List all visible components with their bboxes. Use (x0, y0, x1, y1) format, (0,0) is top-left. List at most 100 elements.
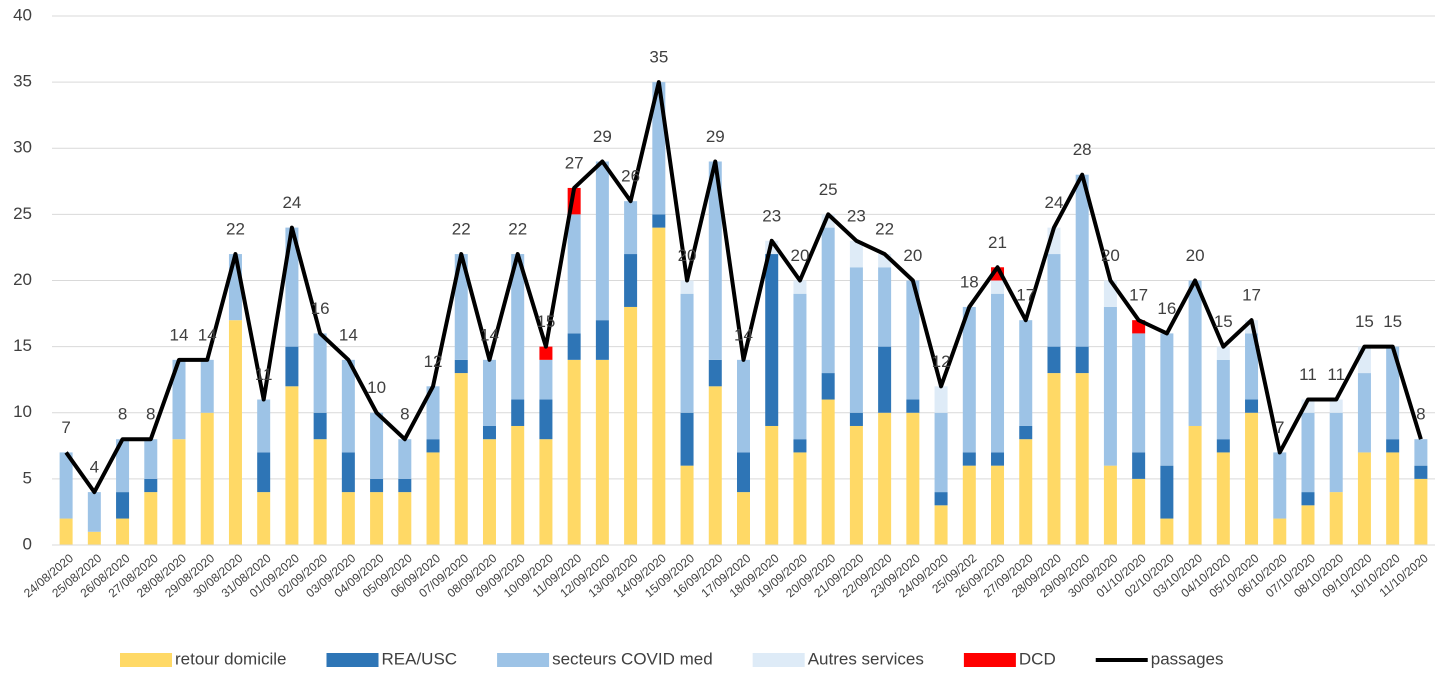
bar-segment (793, 439, 807, 453)
data-label: 25 (819, 180, 838, 199)
data-label: 22 (508, 220, 527, 239)
bar-segment (991, 465, 1005, 545)
bar-segment (313, 412, 327, 440)
bar-segment (1188, 280, 1202, 426)
bar-segment (962, 452, 976, 466)
y-tick-label: 20 (13, 270, 32, 289)
bar-segment (765, 425, 779, 545)
data-label: 11 (1327, 365, 1345, 384)
bar-segment (228, 320, 242, 545)
bar-segment (567, 359, 581, 545)
bar-segment (1414, 478, 1428, 545)
bar-segment (454, 373, 468, 545)
bar-segment (1414, 465, 1428, 479)
bar-segment (821, 399, 835, 545)
data-label: 8 (400, 405, 409, 424)
bar-segment (652, 227, 666, 545)
bar-segment (341, 492, 355, 545)
bar-segment (1075, 346, 1089, 374)
bar-segment (1047, 254, 1061, 347)
data-label: 15 (1383, 312, 1402, 331)
data-label: 18 (960, 272, 979, 291)
bar-segment (1132, 452, 1146, 479)
bar-segment (1301, 505, 1315, 545)
bar-segment (680, 465, 694, 545)
bar-segment (849, 267, 863, 413)
bar-segment (87, 492, 101, 532)
legend-swatch (752, 653, 805, 667)
bar-segment (652, 214, 666, 228)
data-label: 21 (988, 233, 1007, 252)
data-label: 35 (649, 48, 668, 67)
bar-segment (962, 465, 976, 545)
data-label: 15 (1355, 312, 1374, 331)
bar-segment (821, 373, 835, 400)
bar-segment (906, 399, 920, 413)
bar-segment (934, 412, 948, 493)
bar-segment (539, 399, 553, 440)
data-label: 16 (1157, 299, 1176, 318)
bar-segment (539, 346, 553, 360)
bar-segment (878, 267, 892, 347)
bar-segment (285, 386, 299, 545)
bar-segment (737, 359, 750, 453)
bar-segment (1075, 373, 1089, 545)
bar-segment (482, 439, 496, 545)
data-label: 22 (452, 220, 471, 239)
bar-segment (595, 161, 609, 321)
bar-segment (482, 359, 496, 426)
bar-segment (116, 492, 130, 519)
bar-segment (991, 452, 1005, 466)
data-label: 7 (61, 418, 70, 437)
data-label: 12 (932, 352, 951, 371)
data-label: 28 (1073, 140, 1092, 159)
data-label: 23 (847, 206, 866, 225)
bar-segment (1103, 465, 1117, 545)
bar-segment (737, 492, 750, 545)
bar-segment (1386, 452, 1400, 545)
bar-segment (737, 452, 750, 493)
bar-segment (1357, 373, 1371, 453)
bar-segment (708, 386, 722, 545)
bar-segment (172, 439, 186, 545)
data-label: 22 (226, 220, 245, 239)
bar-segment (1216, 452, 1230, 545)
bar-segment (1357, 452, 1371, 545)
bar-segment (1132, 478, 1146, 545)
legend-label: REA/USC (382, 649, 458, 668)
bar-segment (313, 333, 327, 413)
bar-segment (1386, 346, 1400, 440)
data-label: 11 (1299, 365, 1317, 384)
bar-segment (1329, 412, 1343, 493)
data-label: 29 (706, 127, 725, 146)
bar-segment (991, 293, 1005, 453)
bar-segment (1075, 174, 1089, 347)
bar-segment (849, 425, 863, 545)
bar-segment (1047, 373, 1061, 545)
bar-segment (1160, 465, 1174, 519)
bar-segment (144, 439, 158, 479)
y-tick-label: 15 (13, 336, 32, 355)
bar-segment (172, 359, 186, 440)
bar-segment (144, 492, 158, 545)
bar-segment (200, 412, 214, 545)
bar-segment (1103, 306, 1117, 466)
bar-segment (878, 346, 892, 413)
bar-segment (511, 399, 525, 426)
bar-segment (1245, 333, 1259, 400)
data-label: 14 (339, 325, 358, 344)
data-label: 27 (565, 153, 584, 172)
bar-segment (1245, 399, 1259, 413)
bar-segment (680, 293, 694, 413)
y-tick-label: 5 (23, 468, 32, 487)
bar-segment (87, 531, 101, 545)
legend-swatch (963, 653, 1016, 667)
bar-segment (370, 478, 384, 493)
y-tick-label: 10 (13, 402, 32, 421)
y-tick-label: 35 (13, 72, 32, 91)
bar-segment (567, 214, 581, 334)
bar-segment (370, 492, 384, 545)
legend-label: retour domicile (175, 649, 287, 668)
bar-segment (878, 412, 892, 545)
legend-label: DCD (1019, 649, 1056, 668)
